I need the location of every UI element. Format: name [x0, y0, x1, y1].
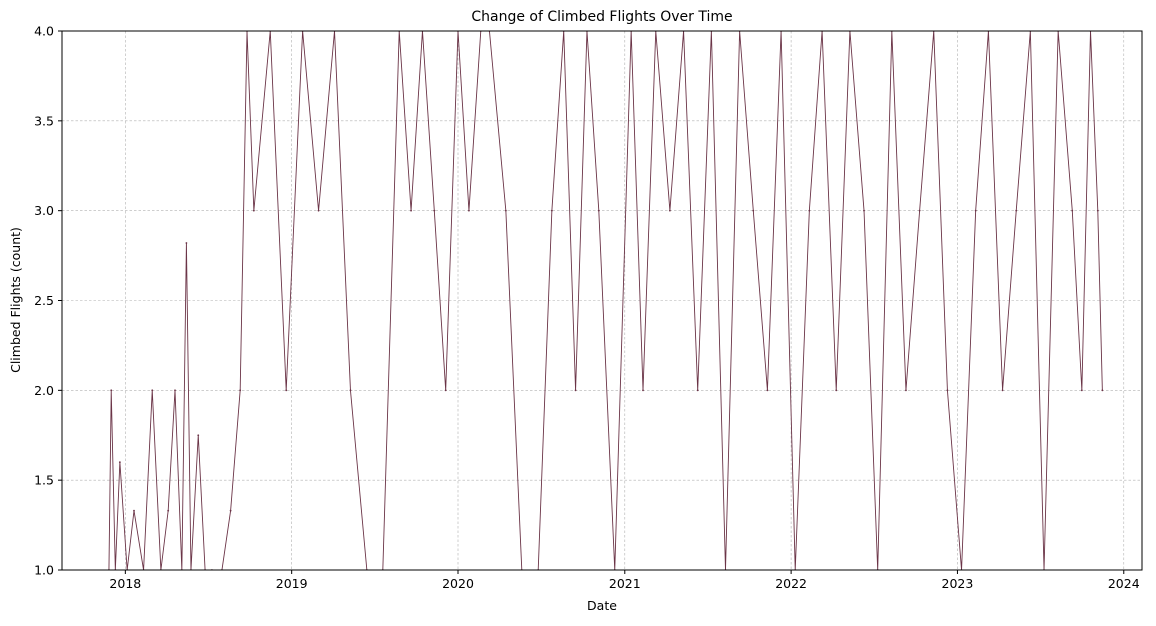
data-point — [766, 389, 769, 392]
data-point — [285, 389, 288, 392]
y-tick-label: 2.5 — [34, 293, 54, 308]
data-point — [1015, 209, 1018, 212]
data-point — [133, 509, 135, 512]
y-tick-label: 2.0 — [34, 383, 54, 398]
data-point — [151, 389, 154, 392]
chart-title: Change of Climbed Flights Over Time — [471, 9, 732, 25]
y-tick-label: 3.0 — [34, 203, 54, 218]
data-point — [752, 209, 755, 212]
y-tick-label: 1.5 — [34, 473, 54, 488]
data-point — [433, 209, 436, 212]
data-point — [239, 389, 242, 392]
data-point — [252, 209, 255, 212]
y-tick-label: 3.5 — [34, 113, 54, 128]
x-tick-label: 2020 — [442, 576, 474, 591]
data-point — [574, 389, 577, 392]
data-point — [197, 434, 200, 437]
data-point — [349, 389, 352, 392]
data-point — [1080, 389, 1083, 392]
data-point — [118, 461, 121, 464]
axis-ticks: 2018 2019 2020 2021 2022 2023 2024 1.0 1.5 2.0 2.5… — [34, 24, 1140, 592]
data-point — [918, 209, 921, 212]
data-point — [597, 209, 600, 212]
data-point — [410, 209, 412, 212]
data-point — [668, 209, 671, 212]
data-point — [468, 209, 470, 212]
data-point — [642, 389, 644, 392]
data-point — [174, 389, 176, 392]
data-point — [185, 242, 188, 244]
y-axis-label: Climbed Flights (count) — [8, 227, 23, 373]
data-point — [808, 209, 811, 212]
data-point — [504, 209, 507, 212]
data-point — [317, 209, 320, 212]
data-point — [1101, 389, 1104, 392]
data-point — [835, 389, 838, 392]
data-point — [974, 209, 977, 212]
x-axis-label: Date — [587, 598, 617, 613]
data-point — [1071, 209, 1074, 212]
x-tick-label: 2023 — [942, 576, 974, 591]
data-point — [444, 389, 447, 392]
data-point — [863, 209, 865, 212]
y-tick-label: 1.0 — [34, 563, 54, 578]
data-point — [167, 509, 170, 512]
y-tick-label: 4.0 — [34, 24, 54, 39]
data-point — [946, 389, 949, 392]
data-point — [696, 389, 699, 392]
x-tick-label: 2022 — [775, 576, 807, 591]
data-point — [1096, 209, 1099, 212]
data-point — [550, 209, 553, 212]
x-tick-label: 2019 — [276, 576, 308, 591]
data-point — [1001, 389, 1004, 392]
x-tick-label: 2018 — [109, 576, 141, 591]
data-point — [229, 509, 232, 512]
x-tick-label: 2021 — [609, 576, 641, 591]
data-point — [110, 389, 113, 392]
data-point — [905, 389, 907, 392]
x-tick-label: 2024 — [1108, 576, 1140, 591]
